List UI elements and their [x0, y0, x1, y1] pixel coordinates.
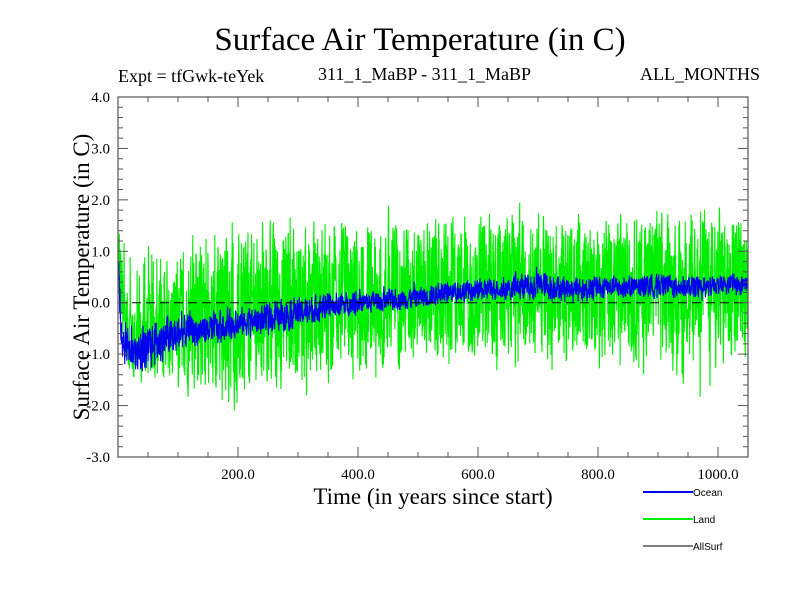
series-land [117, 202, 749, 411]
months-label: ALL_MONTHS [640, 64, 760, 84]
y-tick-label: 2.0 [91, 193, 110, 209]
experiment-label: Expt = tfGwk-teYek [118, 66, 265, 86]
series-line-ocean [117, 261, 749, 372]
x-tick-label: 200.0 [221, 467, 255, 483]
series-line-land [117, 202, 749, 411]
y-tick-label: -3.0 [86, 450, 110, 466]
x-tick-label: 800.0 [581, 467, 615, 483]
y-tick-label: -1.0 [86, 347, 110, 363]
plot-frame [117, 96, 749, 458]
legend: Ocean Land AllSurf [643, 488, 723, 553]
chart-title: Surface Air Temperature (in C) [214, 22, 626, 58]
x-tick-label: 600.0 [461, 467, 495, 483]
y-tick-label: 1.0 [91, 244, 110, 260]
x-tick-label: 1000.0 [697, 467, 738, 483]
legend-label-land: Land [693, 515, 715, 526]
legend-label-allsurf: AllSurf [693, 542, 723, 553]
legend-label-ocean: Ocean [693, 488, 722, 499]
x-axis-label: Time (in years since start) [313, 484, 553, 509]
run-comparison-label: 311_1_MaBP - 311_1_MaBP [318, 64, 532, 84]
series-ocean [117, 261, 749, 372]
y-tick-label: 3.0 [91, 141, 110, 157]
y-tick-label: -2.0 [86, 399, 110, 415]
y-tick-label: 4.0 [91, 90, 110, 106]
y-tick-label: 0.0 [91, 296, 110, 312]
x-tick-label: 400.0 [341, 467, 375, 483]
